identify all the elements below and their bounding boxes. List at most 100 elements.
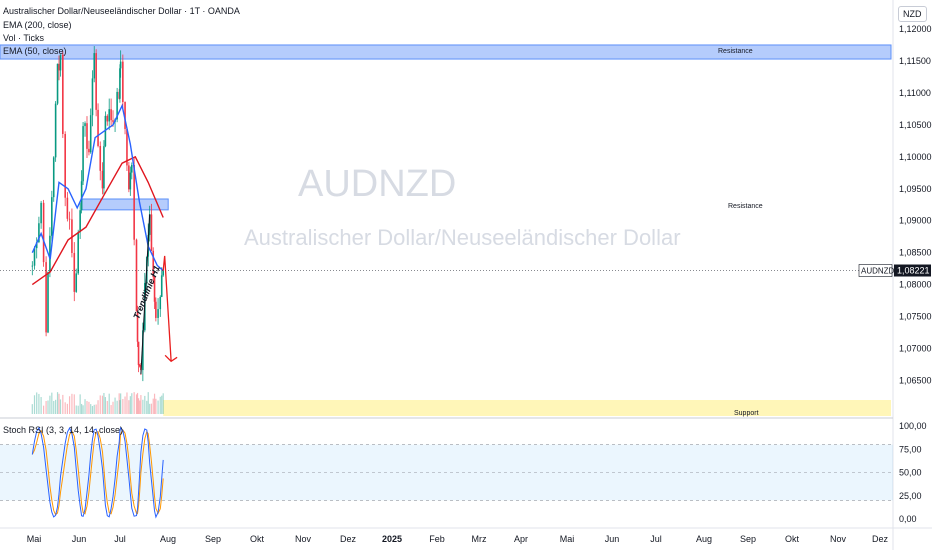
candle-body[interactable]	[35, 242, 38, 249]
candle-body[interactable]	[79, 210, 81, 233]
candle-body[interactable]	[31, 265, 34, 267]
candle-body[interactable]	[142, 330, 144, 371]
stoch-k-line[interactable]	[31, 426, 164, 519]
candle-body[interactable]	[159, 296, 162, 310]
candle-body[interactable]	[103, 146, 105, 189]
candle-body[interactable]	[119, 61, 122, 69]
candle-body[interactable]	[131, 164, 133, 173]
candle-body[interactable]	[122, 61, 124, 103]
time-axis-label: Jun	[605, 534, 620, 544]
candle-body[interactable]	[40, 202, 42, 224]
candle-body[interactable]	[136, 311, 139, 342]
price-tick-label: 1,11000	[899, 88, 931, 98]
volume-bar	[114, 397, 116, 414]
candle-body[interactable]	[155, 301, 157, 318]
candle-body[interactable]	[108, 109, 111, 122]
candle-body[interactable]	[112, 120, 114, 122]
ema200-line[interactable]	[31, 155, 164, 286]
candle-body[interactable]	[150, 214, 153, 251]
candle-body[interactable]	[93, 53, 96, 79]
ema200-legend[interactable]: EMA (200, close)	[3, 20, 72, 30]
candle-body[interactable]	[138, 365, 141, 367]
candle-body[interactable]	[66, 197, 69, 219]
candle-body[interactable]	[54, 103, 57, 158]
candle-body[interactable]	[126, 128, 128, 166]
volume-bar	[49, 395, 51, 414]
candle-body[interactable]	[58, 63, 60, 71]
currency-badge[interactable]: NZD	[898, 6, 927, 22]
candle-body[interactable]	[135, 239, 138, 312]
candle-body[interactable]	[38, 223, 40, 243]
ema50-legend[interactable]: EMA (50, close)	[3, 46, 67, 56]
projection-arrow[interactable]	[162, 255, 172, 362]
candle-body[interactable]	[148, 214, 151, 235]
volume-bar	[162, 393, 164, 414]
candle-body[interactable]	[128, 165, 130, 190]
vol-legend[interactable]: Vol · Ticks	[3, 33, 45, 43]
price-tick-label: 1,06500	[899, 376, 932, 386]
candle-body[interactable]	[153, 277, 156, 302]
price-tick-label: 1,09500	[899, 184, 932, 194]
candle-body[interactable]	[59, 54, 62, 71]
volume-bar	[131, 393, 133, 414]
candle-body[interactable]	[71, 219, 73, 253]
stoch-rsi-legend[interactable]: Stoch RSI (3, 3, 14, 14, close)	[3, 425, 124, 435]
candle-body[interactable]	[124, 102, 126, 129]
candle-body[interactable]	[75, 273, 78, 292]
volume-bar	[106, 400, 108, 414]
candle-body[interactable]	[56, 63, 59, 104]
candle-body[interactable]	[152, 250, 155, 278]
volume-bar	[124, 396, 126, 414]
time-axis-label: Jun	[72, 534, 87, 544]
candle-body[interactable]	[45, 262, 47, 333]
candle-body[interactable]	[82, 126, 84, 182]
candle-body[interactable]	[157, 309, 159, 318]
candle-body[interactable]	[49, 235, 51, 272]
candle-body[interactable]	[33, 248, 36, 266]
candle-body[interactable]	[42, 202, 45, 263]
volume-bar	[58, 393, 60, 414]
candle-body[interactable]	[73, 252, 76, 292]
price-tick-label: 1,10000	[899, 152, 932, 162]
candle-body[interactable]	[97, 109, 99, 146]
candle-body[interactable]	[88, 148, 90, 153]
support-zone[interactable]	[163, 400, 891, 416]
candle-body[interactable]	[80, 181, 83, 211]
stoch-d-line[interactable]	[31, 429, 164, 516]
candle-body[interactable]	[64, 133, 66, 198]
candle-body[interactable]	[77, 232, 79, 274]
volume-bar	[129, 396, 131, 414]
candle-body[interactable]	[99, 145, 102, 171]
candle-body[interactable]	[89, 115, 92, 153]
trendline[interactable]	[140, 214, 151, 375]
candle-body[interactable]	[101, 170, 104, 189]
candle-body[interactable]	[84, 123, 86, 127]
candle-body[interactable]	[129, 172, 132, 190]
candle-body[interactable]	[162, 270, 165, 276]
candle-body[interactable]	[116, 91, 118, 120]
candle-body[interactable]	[86, 123, 88, 149]
stoch-tick-label: 0,00	[899, 514, 917, 524]
resistance-zone[interactable]	[0, 44, 892, 60]
candle-body[interactable]	[68, 218, 71, 220]
candle-body[interactable]	[51, 197, 53, 236]
candle-body[interactable]	[91, 78, 94, 116]
volume-bar	[112, 401, 114, 414]
candle-body[interactable]	[95, 53, 97, 110]
candle-body[interactable]	[119, 68, 121, 99]
candle-body[interactable]	[106, 115, 109, 122]
volume-bar	[59, 399, 62, 414]
time-axis-label: Mrz	[472, 534, 487, 544]
candle-body[interactable]	[52, 157, 55, 198]
symbol-title[interactable]: Australischer Dollar/Neuseeländischer Do…	[3, 6, 240, 16]
candle-body[interactable]	[47, 271, 49, 333]
candle-body[interactable]	[160, 275, 163, 297]
ema50-line[interactable]	[31, 103, 164, 272]
candle-body[interactable]	[110, 109, 112, 121]
volume-bar	[161, 395, 163, 414]
price-tick-label: 1,09000	[899, 216, 932, 226]
candle-body[interactable]	[137, 341, 140, 366]
candle-body[interactable]	[62, 54, 64, 134]
candle-body[interactable]	[133, 164, 135, 240]
